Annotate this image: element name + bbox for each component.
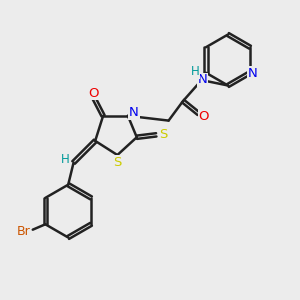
- Text: H: H: [190, 65, 200, 78]
- Text: O: O: [199, 110, 209, 123]
- Text: N: N: [247, 67, 257, 80]
- Text: O: O: [88, 86, 99, 100]
- Text: N: N: [129, 106, 139, 119]
- Text: Br: Br: [17, 225, 31, 238]
- Text: S: S: [159, 128, 167, 141]
- Text: S: S: [113, 156, 121, 169]
- Text: H: H: [61, 153, 70, 166]
- Text: N: N: [197, 73, 207, 86]
